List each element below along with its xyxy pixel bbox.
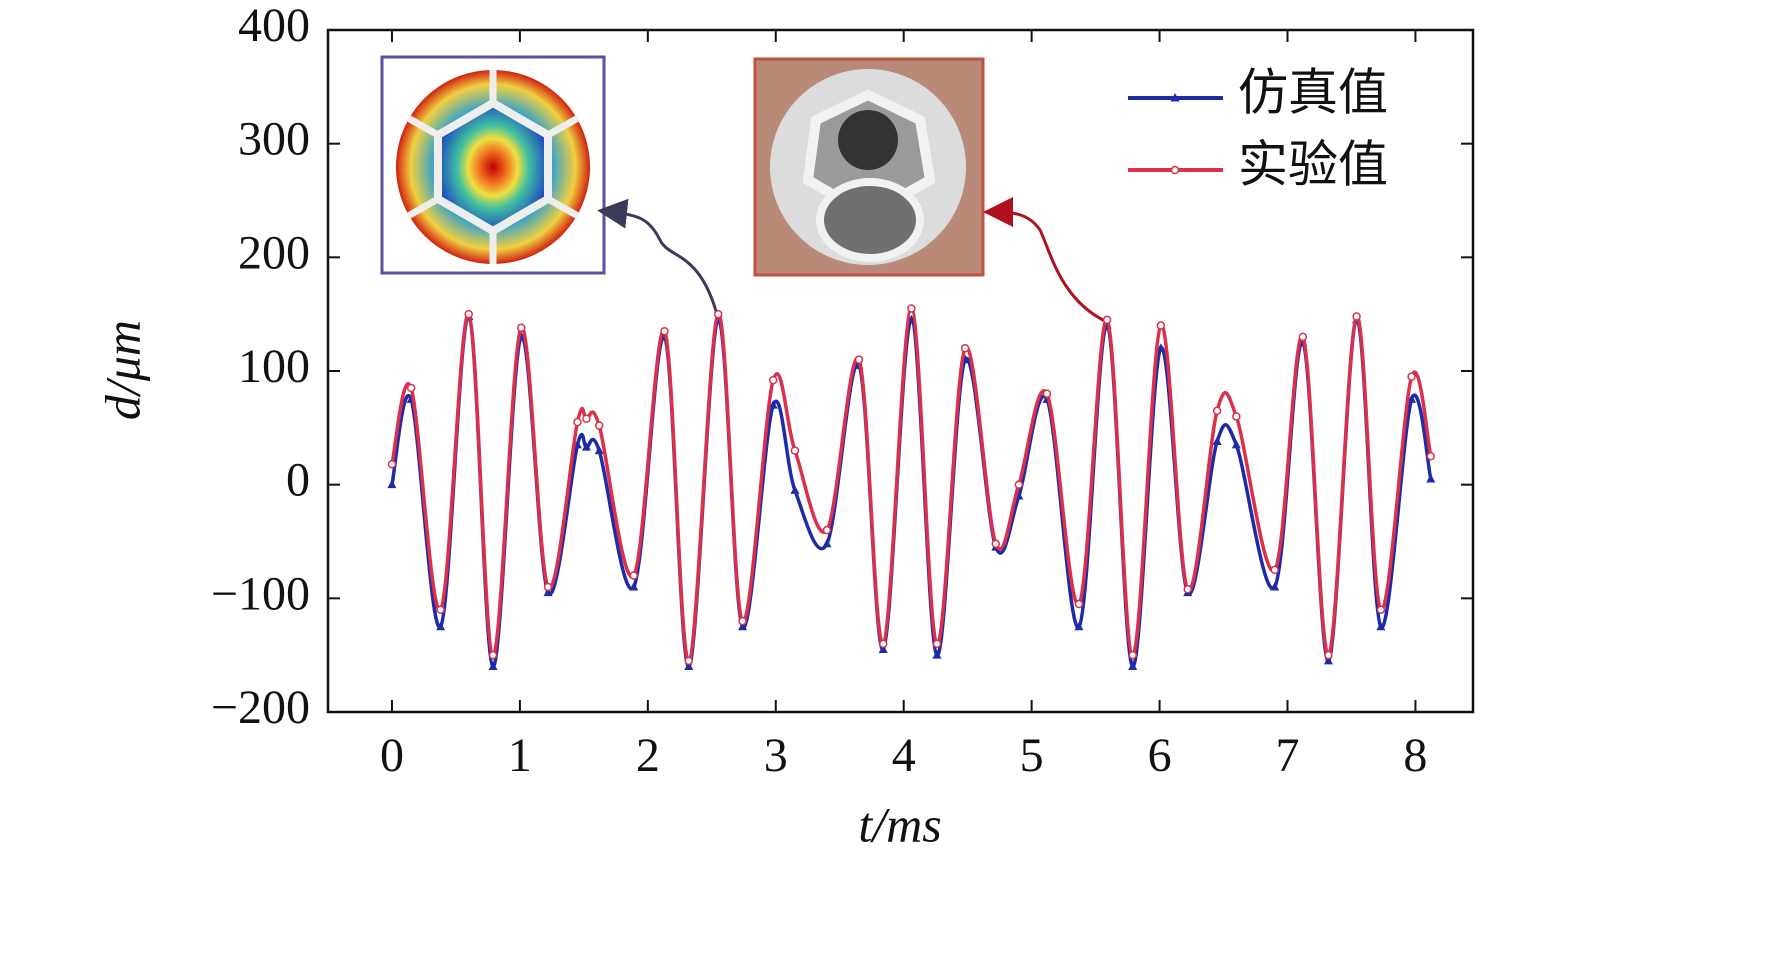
data-point	[768, 400, 778, 409]
data-point	[907, 304, 916, 313]
legend-label: 仿真值	[1238, 64, 1388, 120]
data-point	[1426, 452, 1436, 461]
data-point	[1376, 605, 1386, 614]
data-point	[822, 525, 832, 535]
data-point	[1074, 621, 1084, 631]
data-point	[738, 621, 748, 631]
data-point	[594, 421, 604, 430]
data-point	[1352, 312, 1361, 321]
y-tick-label: 400	[238, 0, 310, 52]
x-axis-title: t/ms	[858, 796, 941, 852]
series-line	[390, 306, 1433, 663]
x-tick-label: 8	[1403, 729, 1427, 782]
y-axis-title: d/μm	[94, 320, 150, 420]
data-point	[387, 479, 397, 489]
data-point	[1212, 406, 1222, 416]
data-point	[790, 446, 800, 455]
y-tick-label: 0	[286, 454, 310, 507]
data-point	[1128, 650, 1137, 660]
data-point	[1156, 321, 1166, 330]
data-point	[1232, 412, 1241, 421]
data-point	[1170, 93, 1180, 102]
y-tick-label: 300	[238, 113, 310, 166]
data-point	[464, 309, 473, 319]
data-point	[436, 605, 445, 614]
data-point	[629, 571, 639, 580]
data-point	[1324, 650, 1333, 660]
x-tick-label: 7	[1275, 729, 1299, 782]
data-point	[436, 621, 446, 631]
x-tick-label: 1	[508, 729, 532, 782]
data-point	[629, 581, 639, 591]
data-point	[660, 326, 669, 336]
data-point	[582, 414, 591, 423]
x-tick-label: 6	[1148, 729, 1172, 782]
data-point	[932, 639, 942, 649]
pointer-arrow	[597, 198, 720, 319]
data-point	[1156, 343, 1166, 352]
data-point	[878, 644, 888, 653]
series-line	[390, 314, 1433, 669]
plot-frame	[326, 28, 1475, 714]
data-point	[516, 323, 526, 333]
data-point	[1231, 439, 1241, 449]
data-point	[406, 383, 416, 393]
data-point	[1074, 599, 1084, 609]
x-tick-label: 4	[892, 729, 916, 782]
data-point	[1212, 436, 1222, 445]
inset-simulation	[380, 55, 606, 275]
y-tick-label: −200	[211, 681, 310, 734]
data-point	[991, 539, 1001, 549]
y-tick-label: 200	[238, 226, 310, 279]
legend-label: 实验值	[1238, 136, 1388, 192]
data-point	[543, 582, 553, 592]
data-point	[1270, 565, 1279, 575]
y-tick-label: 100	[238, 340, 310, 393]
data-point	[1407, 372, 1416, 381]
inset-photo	[753, 57, 985, 277]
data-point	[387, 459, 397, 469]
y-tick-label: −100	[211, 567, 310, 620]
data-point	[1102, 315, 1112, 325]
data-point	[960, 344, 970, 353]
data-point	[1426, 473, 1436, 483]
data-point	[488, 650, 498, 660]
data-point	[1183, 584, 1192, 594]
x-tick-label: 3	[764, 729, 788, 782]
data-point	[713, 309, 723, 319]
x-tick-label: 5	[1020, 729, 1044, 782]
data-point	[1270, 581, 1280, 591]
data-point	[1323, 655, 1333, 665]
data-point	[581, 442, 591, 451]
data-point	[1042, 389, 1052, 398]
data-point	[790, 485, 800, 494]
data-point	[1376, 621, 1386, 631]
data-point	[768, 375, 778, 385]
data-point	[488, 661, 498, 671]
x-tick-label: 0	[380, 729, 404, 782]
data-point	[1128, 661, 1138, 671]
data-point	[1170, 165, 1180, 175]
data-point	[1014, 480, 1024, 489]
x-tick-label: 2	[636, 729, 660, 782]
data-point	[543, 587, 553, 597]
data-point	[684, 656, 694, 666]
data-point	[1298, 332, 1308, 342]
data-point	[932, 650, 942, 659]
data-point	[878, 639, 888, 649]
pointer-arrow	[983, 197, 1108, 324]
data-point	[822, 538, 832, 548]
data-point	[854, 355, 864, 364]
data-point	[684, 661, 694, 671]
data-point	[594, 445, 604, 455]
data-point	[573, 417, 582, 427]
data-point	[738, 616, 747, 626]
